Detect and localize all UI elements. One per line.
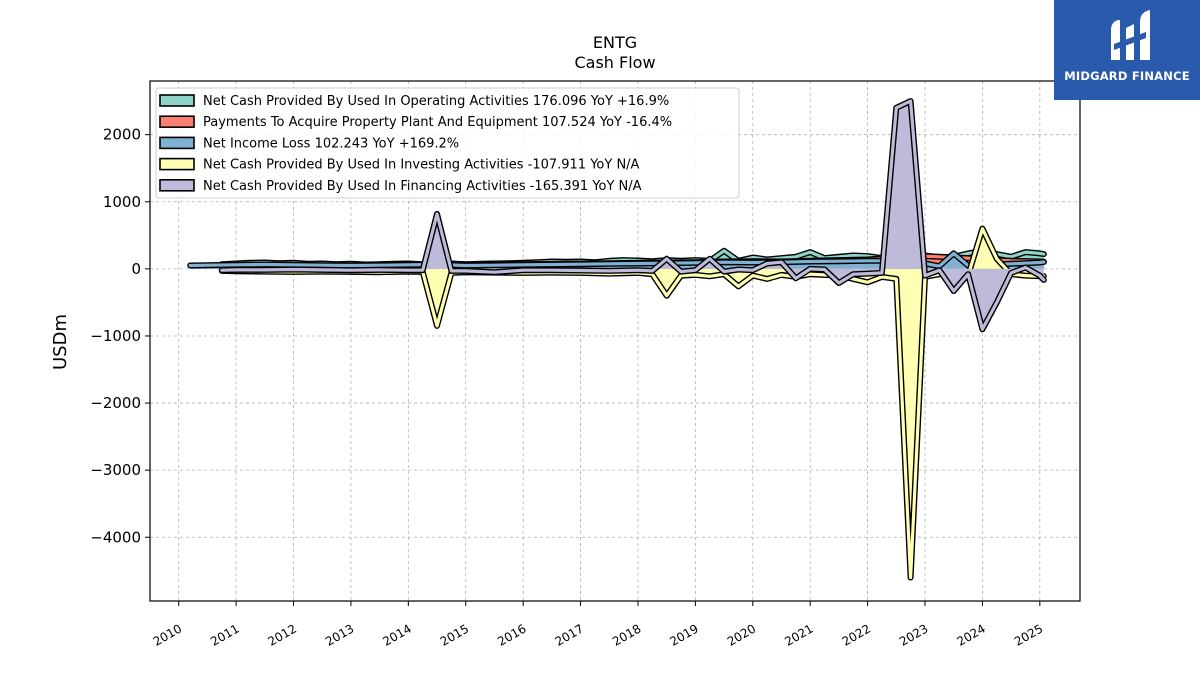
legend-entry-0: Net Cash Provided By Used In Operating A… — [203, 94, 669, 109]
logo-mark-icon — [1111, 10, 1150, 60]
y-axis-label: USDm — [50, 314, 71, 370]
x-tick-label: 2010 — [151, 621, 184, 648]
x-tick-label: 2015 — [438, 621, 471, 648]
series-areas — [187, 98, 1047, 581]
legend-swatch-2 — [159, 136, 195, 150]
y-tick-label: −1000 — [90, 327, 141, 345]
plot-frame — [149, 80, 1081, 602]
legend-swatch-0 — [159, 94, 195, 107]
legend: Net Cash Provided By Used In Operating A… — [155, 87, 740, 199]
x-tick-label: 2012 — [266, 621, 299, 648]
x-tick-label: 2024 — [954, 621, 987, 648]
midgard-finance-logo: MIDGARD FINANCE — [1054, 0, 1200, 100]
x-tick-label: 2022 — [840, 621, 873, 648]
x-axis-ticks: 2010 2011 2012 2013 2014 2015 2016 2017 2018 2019… — [151, 601, 1045, 649]
logo-name: MIDGARD FINANCE — [1064, 69, 1190, 83]
legend-entry-1: Payments To Acquire Property Plant And E… — [203, 115, 672, 130]
x-tick-label: 2020 — [725, 621, 758, 648]
y-tick-label: 1000 — [103, 193, 141, 211]
chart-title: ENTG — [592, 33, 638, 52]
legend-entry-2: Net Income Loss 102.243 YoY +169.2% — [203, 136, 459, 151]
legend-swatch-3 — [159, 157, 195, 171]
chart-subtitle: Cash Flow — [574, 53, 656, 72]
legend-entry-4: Net Cash Provided By Used In Financing A… — [203, 179, 642, 194]
y-tick-label: −2000 — [90, 394, 141, 412]
x-tick-label: 2021 — [782, 621, 815, 648]
y-tick-label: −4000 — [90, 528, 141, 546]
y-tick-label: 2000 — [103, 126, 141, 144]
legend-swatch-1 — [159, 115, 195, 128]
legend-box — [155, 87, 740, 199]
x-tick-label: 2018 — [610, 621, 643, 648]
x-tick-label: 2013 — [323, 621, 356, 648]
x-tick-label: 2025 — [1012, 621, 1045, 648]
x-tick-label: 2017 — [553, 621, 586, 648]
x-tick-label: 2014 — [380, 621, 413, 648]
legend-entry-3: Net Cash Provided By Used In Investing A… — [203, 158, 640, 173]
x-tick-label: 2019 — [667, 621, 700, 648]
x-tick-label: 2011 — [208, 621, 241, 648]
x-tick-label: 2016 — [495, 621, 528, 648]
y-axis-ticks: 2000 1000 0 −1000 −2000 −3000 −4000 — [90, 126, 150, 546]
x-tick-label: 2023 — [897, 621, 930, 648]
y-tick-label: 0 — [131, 260, 141, 278]
legend-swatch-4 — [159, 179, 195, 192]
y-tick-label: −3000 — [90, 461, 141, 479]
series-area-4 — [221, 101, 1044, 330]
series-line-4 — [220, 99, 1046, 331]
